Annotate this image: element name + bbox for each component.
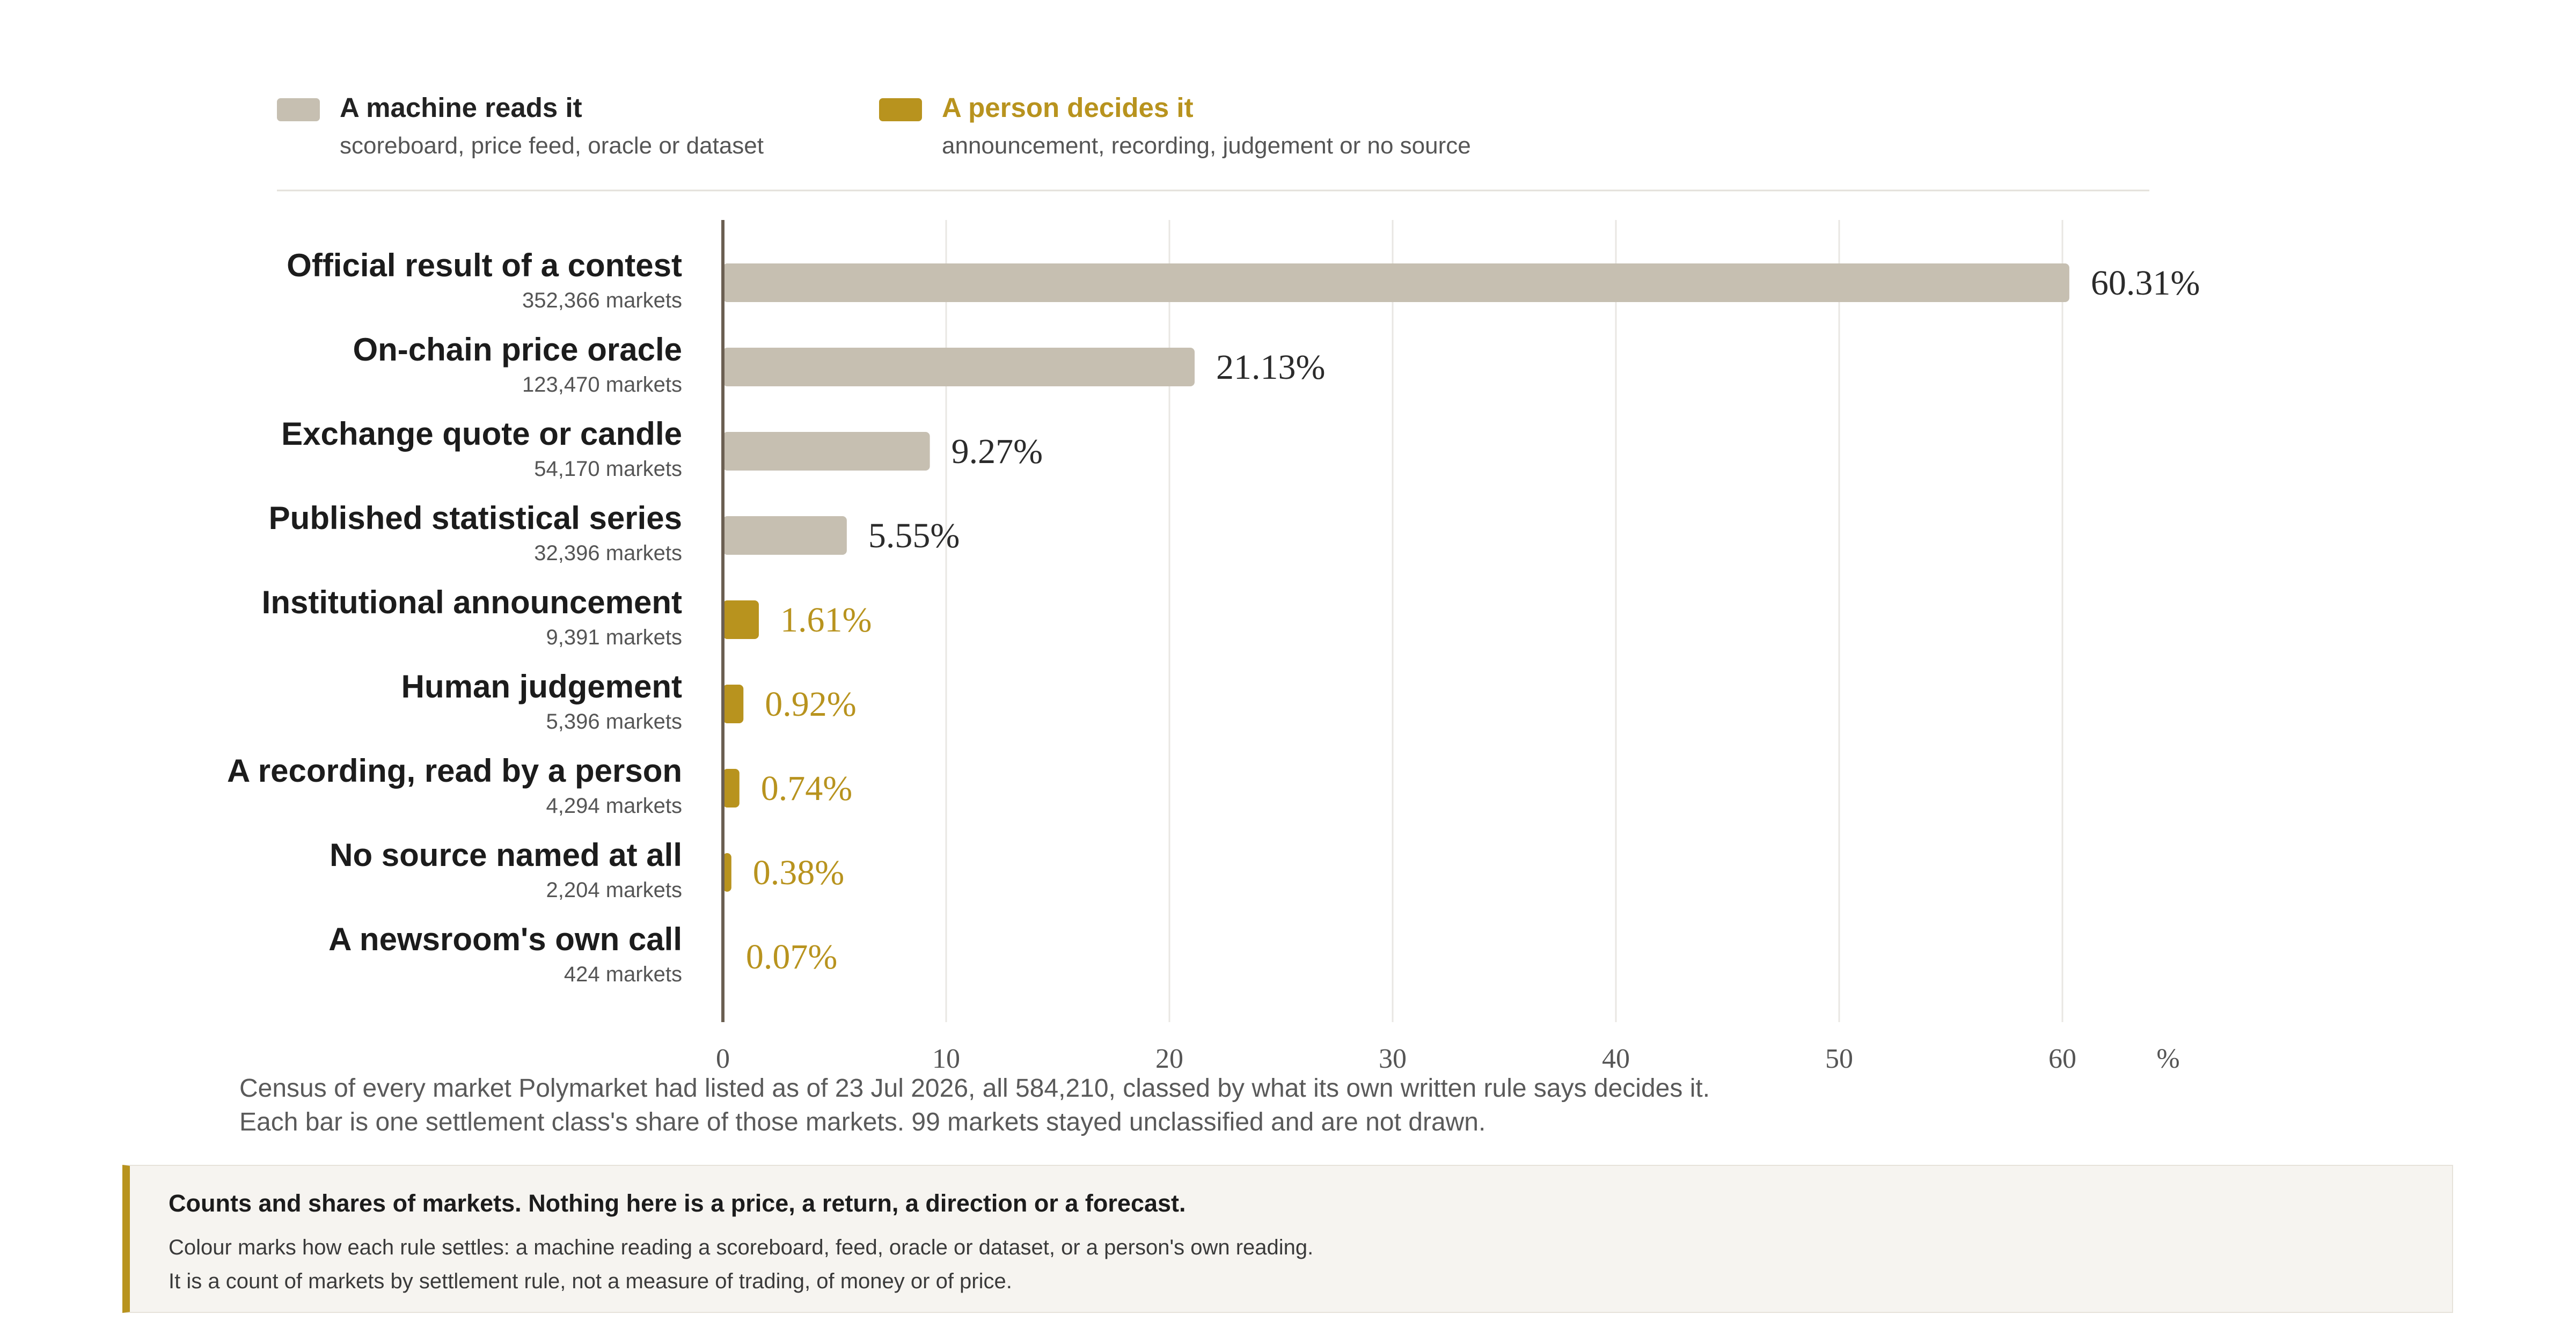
legend-swatch: [277, 98, 320, 121]
chart-caption-line-2: Each bar is one settlement class's share…: [239, 1108, 1485, 1136]
x-tick-label: 30: [1379, 1044, 1407, 1074]
legend-sublabel: scoreboard, price feed, oracle or datase…: [340, 133, 764, 159]
legend-swatch: [879, 98, 922, 121]
legend-label: A person decides it: [942, 92, 1194, 123]
legend-label: A machine reads it: [340, 92, 582, 123]
x-tick-label: 10: [932, 1044, 960, 1074]
bar: [723, 348, 1195, 386]
bar: [723, 600, 759, 639]
bar: [723, 263, 2069, 302]
bar-value-label: 9.27%: [952, 432, 1043, 471]
x-tick-label: 40: [1602, 1044, 1630, 1074]
bar-value-label: 60.31%: [2091, 263, 2200, 303]
bar-value-label: 1.61%: [780, 600, 872, 640]
category-label: A recording, read by a person: [227, 753, 682, 789]
category-count-label: 5,396 markets: [546, 710, 682, 733]
category-label: Official result of a contest: [287, 247, 682, 283]
bar-value-label: 21.13%: [1216, 348, 1325, 387]
bar-value-label: 0.38%: [753, 853, 844, 892]
category-label: Human judgement: [401, 669, 682, 704]
bar-value-label: 5.55%: [868, 516, 960, 555]
disclaimer-note: Counts and shares of markets. Nothing he…: [122, 1165, 2453, 1313]
category-count-label: 32,396 markets: [534, 541, 682, 565]
category-count-label: 424 markets: [564, 963, 682, 986]
note-title: Counts and shares of markets. Nothing he…: [169, 1190, 1186, 1217]
category-label: Institutional announcement: [262, 584, 682, 620]
note-line-2: It is a count of markets by settlement r…: [169, 1269, 1012, 1293]
category-count-label: 2,204 markets: [546, 878, 682, 902]
chart-bars: 60.31% 21.13% 9.27% 5.55% 1.61% 0.92% 0.74% 0.3…: [723, 263, 2200, 977]
bar: [723, 853, 731, 892]
category-label: A newsroom's own call: [328, 921, 682, 957]
x-tick-label: 60: [2048, 1044, 2076, 1074]
note-line-1: Colour marks how each rule settles: a ma…: [169, 1236, 1314, 1259]
x-axis-ticks: 0 10 20 30 40 50 60%: [716, 1044, 2180, 1074]
category-count-label: 9,391 markets: [546, 626, 682, 649]
category-count-label: 54,170 markets: [534, 457, 682, 481]
category-label: On-chain price oracle: [353, 332, 682, 368]
legend-sublabel: announcement, recording, judgement or no…: [942, 133, 1471, 159]
bar: [723, 769, 740, 808]
bar: [723, 516, 847, 555]
chart-legend: A machine reads it scoreboard, price feed…: [277, 92, 1471, 159]
chart-grid: [945, 220, 2063, 1022]
category-label: No source named at all: [330, 837, 682, 873]
x-tick-label: 50: [1825, 1044, 1853, 1074]
category-label: Exchange quote or candle: [281, 416, 682, 452]
x-axis-unit: %: [2156, 1044, 2179, 1074]
chart-caption-line-1: Census of every market Polymarket had li…: [239, 1074, 1710, 1103]
x-tick-label: 20: [1155, 1044, 1183, 1074]
category-count-label: 123,470 markets: [522, 373, 682, 397]
x-tick-label: 0: [716, 1044, 730, 1074]
bar: [723, 685, 744, 723]
bar-value-label: 0.92%: [765, 685, 856, 724]
category-label: Published statistical series: [269, 500, 682, 536]
category-labels: Official result of a contest 352,366 mark…: [227, 247, 682, 986]
category-count-label: 4,294 markets: [546, 794, 682, 818]
bar: [723, 432, 930, 471]
bar-value-label: 0.07%: [746, 937, 837, 977]
category-count-label: 352,366 markets: [522, 289, 682, 312]
bar-value-label: 0.74%: [761, 769, 852, 808]
